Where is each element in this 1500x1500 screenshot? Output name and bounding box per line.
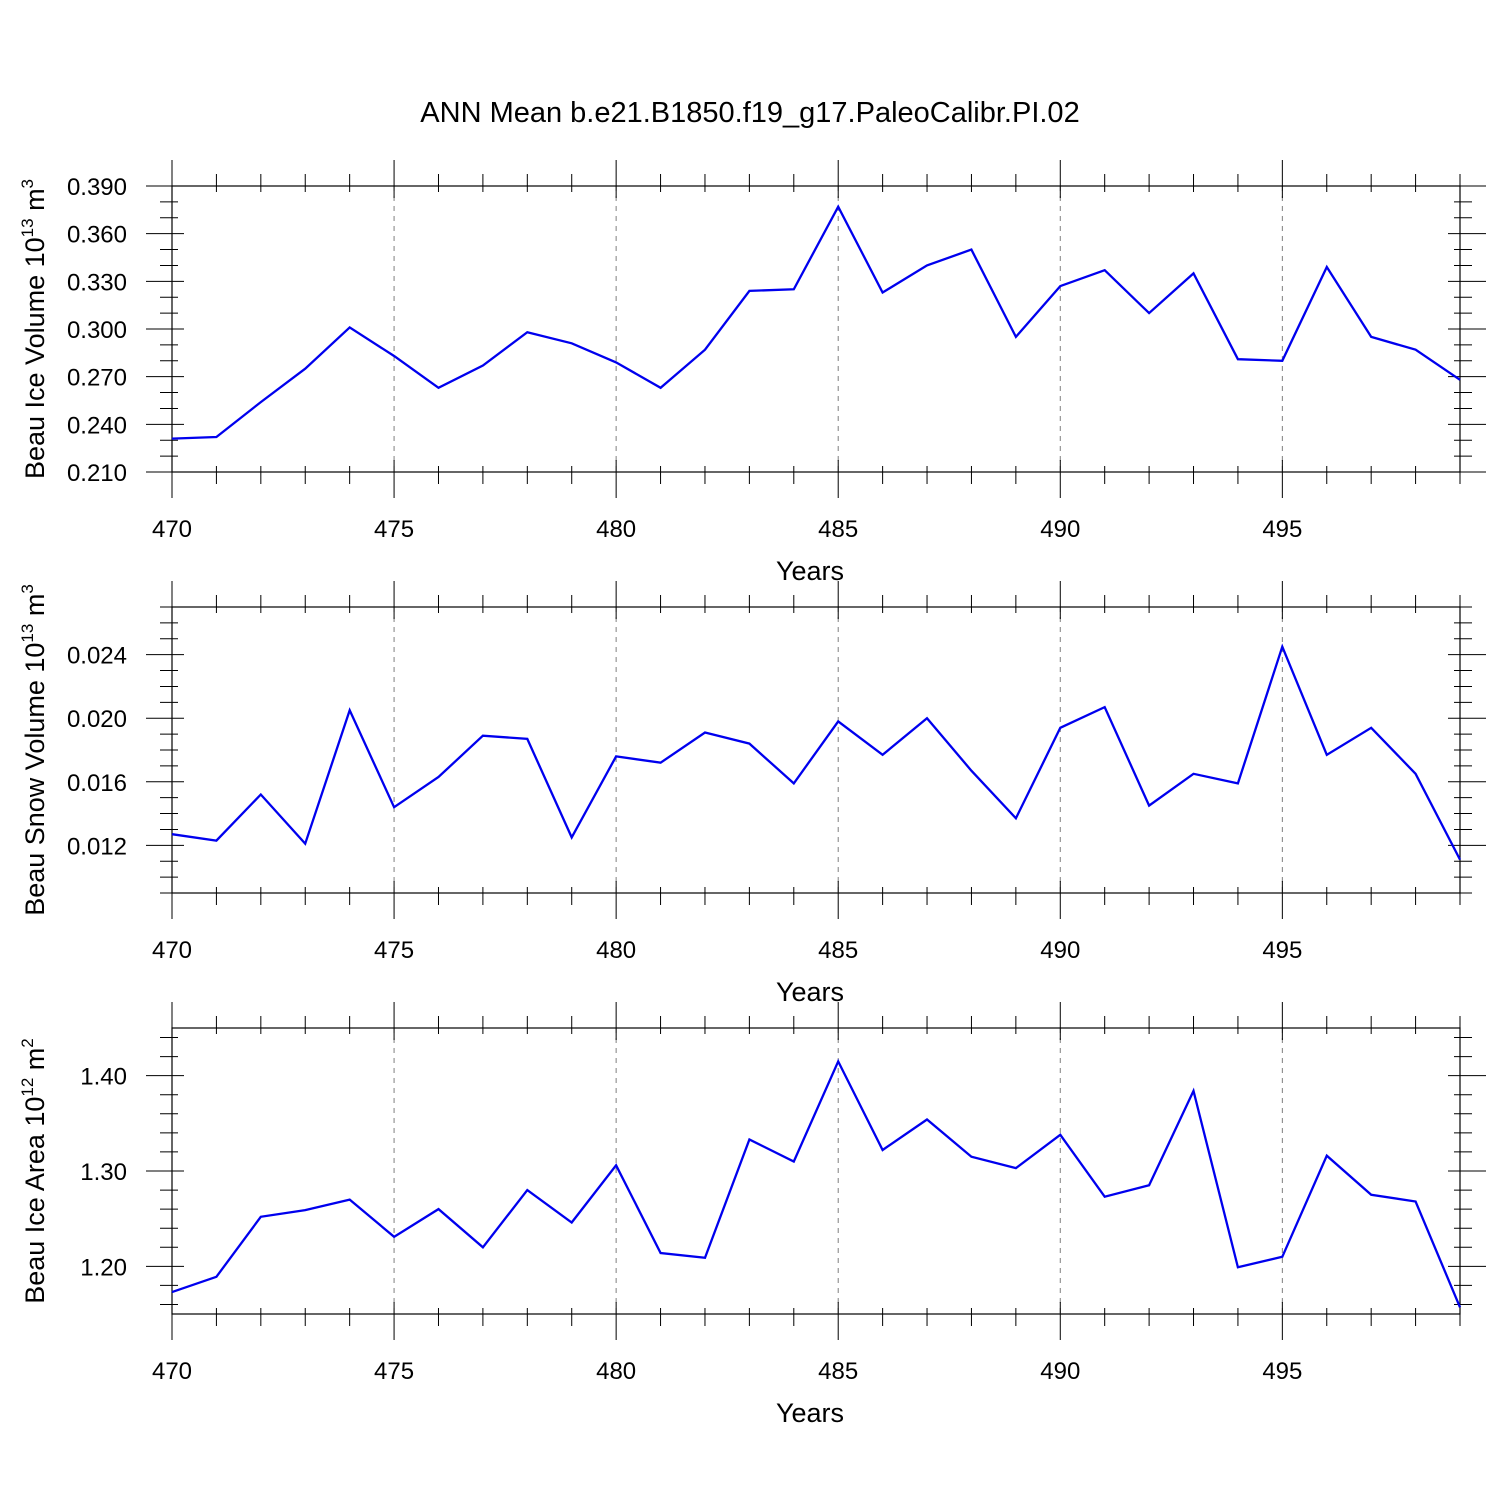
y-tick-label: 0.240 <box>67 412 127 439</box>
panel-2: 470 475 480 485 490 495 0.012 0.016 0.020 0.024 Ye… <box>18 581 1486 1007</box>
y-tick-label: 0.024 <box>67 643 127 670</box>
plot-frame <box>171 1027 1461 1315</box>
x-tick-label: 475 <box>374 1358 414 1385</box>
y-tick-label: 0.016 <box>67 770 127 797</box>
y-axis-label-ylabel-unit-exp: 3 <box>18 584 37 593</box>
x-tick-label: 475 <box>374 516 414 543</box>
x-tick-label: 475 <box>374 937 414 964</box>
series-line <box>171 1058 1462 1308</box>
y-tick-label: 1.30 <box>80 1159 127 1186</box>
x-tick-label: 480 <box>596 937 636 964</box>
y-axis-label-ylabel-unit-exp: 3 <box>18 179 37 188</box>
y-tick-label: 0.270 <box>67 365 127 392</box>
y-axis-label-ylabel: Beau Snow Volume 10 <box>20 643 50 916</box>
y-tick-label: 0.360 <box>67 222 127 249</box>
x-axis-label: Years <box>776 977 844 1007</box>
y-axis-label-ylabel-unit: m <box>20 594 50 624</box>
x-tick-label: 495 <box>1262 1358 1302 1385</box>
plot-frame <box>171 185 1461 473</box>
y-tick-label: 0.020 <box>67 706 127 733</box>
y-axis-label: Beau Ice Area 1012 m2 <box>18 1038 50 1304</box>
panel-1: 470 475 480 485 490 495 0.210 0.240 0.270 0.300 0.… <box>18 160 1486 586</box>
y-axis-label: Beau Ice Volume 1013 m3 <box>18 179 50 479</box>
y-axis-label-ylabel-exp: 13 <box>18 624 37 643</box>
y-tick-label: 0.210 <box>67 460 127 487</box>
y-axis-label-ylabel: Beau Ice Volume 10 <box>20 237 50 479</box>
y-axis-label-ylabel-unit: m <box>20 1048 50 1078</box>
y-tick-label: 0.300 <box>67 317 127 344</box>
y-axis-label-ylabel-exp: 12 <box>18 1078 37 1097</box>
x-tick-label: 480 <box>596 516 636 543</box>
x-tick-label: 485 <box>818 1358 858 1385</box>
y-tick-label: 0.330 <box>67 269 127 296</box>
series-line <box>171 204 1461 440</box>
x-tick-label: 470 <box>152 937 192 964</box>
plot-frame <box>171 606 1461 894</box>
x-tick-label: 495 <box>1262 937 1302 964</box>
x-tick-label: 470 <box>152 516 192 543</box>
panel-3: 470 475 480 485 490 495 1.20 1.30 1.40 Years Beau … <box>18 1002 1486 1428</box>
x-tick-label: 485 <box>818 516 858 543</box>
x-tick-label: 485 <box>818 937 858 964</box>
y-axis-label-ylabel-unit-exp: 2 <box>18 1038 37 1047</box>
x-tick-label: 495 <box>1262 516 1302 543</box>
y-tick-label: 0.012 <box>67 833 127 860</box>
x-tick-label: 480 <box>596 1358 636 1385</box>
y-axis-label-ylabel-unit: m <box>20 188 50 218</box>
y-axis-label: Beau Snow Volume 1013 m3 <box>18 584 50 916</box>
x-tick-label: 490 <box>1040 937 1080 964</box>
x-tick-label: 490 <box>1040 516 1080 543</box>
y-tick-label: 1.20 <box>80 1254 127 1281</box>
x-axis-label: Years <box>776 1398 844 1428</box>
x-axis-label: Years <box>776 556 844 586</box>
y-tick-label: 1.40 <box>80 1064 127 1091</box>
chart-title: ANN Mean b.e21.B1850.f19_g17.PaleoCalibr… <box>420 97 1079 129</box>
y-tick-label: 0.390 <box>67 174 127 201</box>
y-axis-label-ylabel: Beau Ice Area 10 <box>20 1097 50 1304</box>
x-tick-label: 470 <box>152 1358 192 1385</box>
series-line <box>171 643 1462 861</box>
y-axis-label-ylabel-exp: 13 <box>18 218 37 237</box>
x-tick-label: 490 <box>1040 1358 1080 1385</box>
